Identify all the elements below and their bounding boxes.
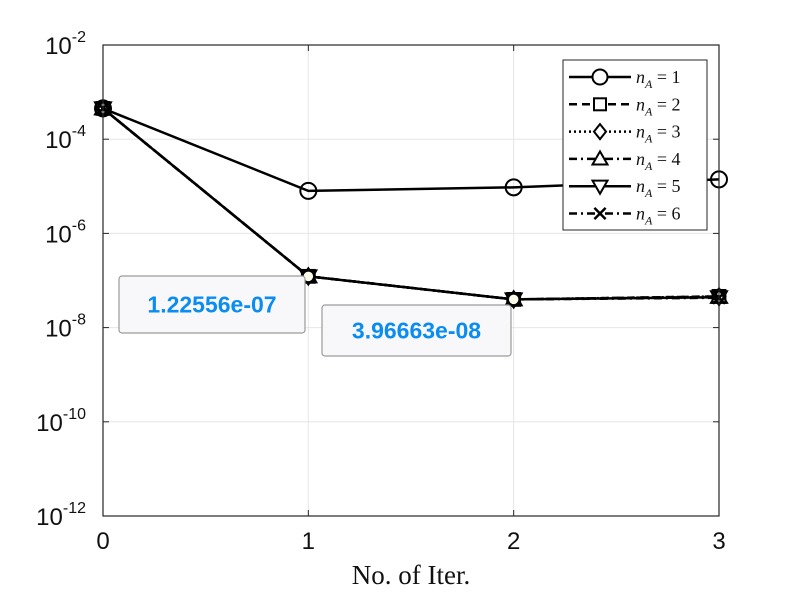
legend-box <box>562 59 708 231</box>
legend-label: nA = 1 <box>636 67 681 91</box>
datatip-value: 1.22556e-07 <box>147 292 276 318</box>
data-tips: 1.22556e-07 3.96663e-08 <box>118 270 520 357</box>
legend-item: nA = 3 <box>569 122 681 146</box>
y-tick-exponent: -4 <box>72 123 86 140</box>
y-tick-base: 10 <box>45 221 72 248</box>
x-axis-label: No. of Iter. <box>352 560 470 590</box>
y-tick-exponent: -8 <box>72 312 86 329</box>
y-tick-exponent: -6 <box>72 217 86 234</box>
datatip: 3.96663e-08 <box>321 293 520 357</box>
legend-item: nA = 5 <box>569 176 681 200</box>
y-tick-label: 10-10 <box>36 406 86 437</box>
marker-triangle-up <box>590 149 610 166</box>
legend-item: nA = 6 <box>569 204 681 228</box>
datatip-box <box>321 304 512 357</box>
legend-label: nA = 6 <box>636 204 681 228</box>
y-tick-label: 10-12 <box>36 500 86 531</box>
y-tick-exponent: -2 <box>72 29 86 46</box>
marker-circle <box>591 68 609 86</box>
legend-label: nA = 5 <box>636 176 681 200</box>
x-tick-label: 3 <box>712 528 725 555</box>
x-tick-label: 2 <box>507 528 520 555</box>
y-tick-base: 10 <box>45 127 72 154</box>
y-tick-label: 10-2 <box>45 29 86 60</box>
y-tick-base: 10 <box>45 316 72 343</box>
datatip-box <box>118 275 306 334</box>
plot-frame <box>102 44 720 517</box>
y-tick-label: 10-6 <box>45 217 86 248</box>
marker-square <box>593 97 607 112</box>
legend-label: nA = 3 <box>636 122 681 146</box>
y-tick-base: 10 <box>36 504 63 531</box>
series-line <box>102 107 720 301</box>
marker-circle <box>504 178 523 197</box>
y-tick-exponent: -10 <box>63 406 86 423</box>
legend-label: nA = 4 <box>636 149 681 173</box>
marker-x <box>593 206 607 221</box>
datatip-marker <box>507 293 520 306</box>
y-tick-label: 10-8 <box>45 312 86 343</box>
legend: nA = 1 nA = 2 nA = 3 nA = 4 nA = 5 nA = 6 <box>562 59 708 231</box>
y-tick-base: 10 <box>45 33 72 60</box>
legend-item: nA = 4 <box>569 149 681 173</box>
y-tick-label: 10-4 <box>45 123 86 154</box>
marker-circle <box>299 181 318 200</box>
legend-item: nA = 1 <box>569 67 681 91</box>
x-tick-label: 1 <box>302 528 315 555</box>
marker-triangle-down <box>590 179 610 196</box>
legend-item: nA = 2 <box>569 94 681 118</box>
legend-label: nA = 2 <box>636 94 681 118</box>
marker-diamond <box>592 122 608 141</box>
datatip-value: 3.96663e-08 <box>352 318 481 344</box>
datatip: 1.22556e-07 <box>118 270 315 334</box>
axis-ticks <box>102 44 720 517</box>
x-tick-label: 0 <box>96 528 109 555</box>
y-tick-base: 10 <box>36 410 63 437</box>
y-tick-exponent: -12 <box>63 500 86 517</box>
